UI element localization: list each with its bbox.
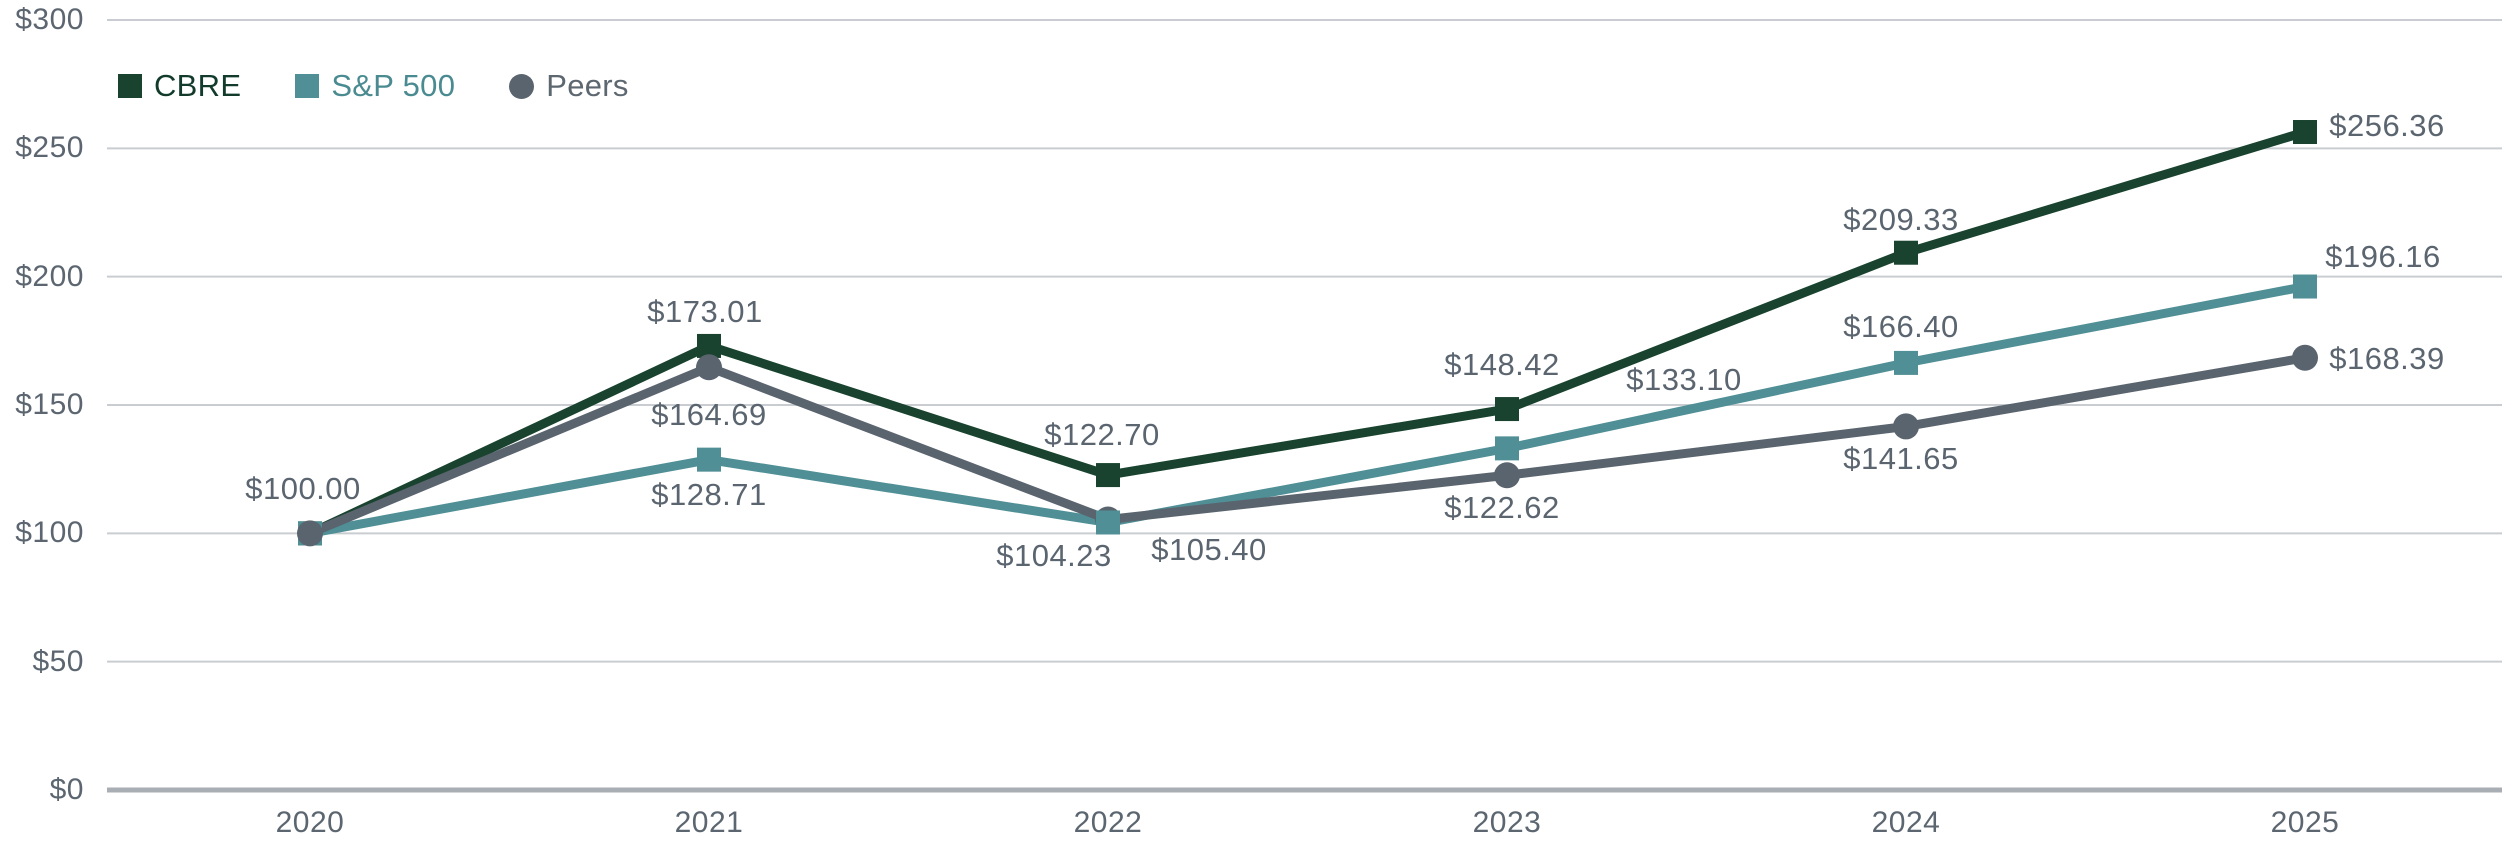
marker-s-p-500-2023 xyxy=(1495,436,1519,461)
value-label-cbre-2023: $148.42 xyxy=(1444,347,1560,383)
x-tick-label: 2025 xyxy=(2270,806,2340,839)
value-label-s-p-500-2021: $128.71 xyxy=(651,476,767,512)
value-label-peers-2022: $105.40 xyxy=(1151,532,1267,568)
legend-label-cbre: CBRE xyxy=(154,68,242,103)
y-tick-label: $150 xyxy=(15,388,84,421)
x-tick-label: 2022 xyxy=(1073,806,1143,839)
legend-item-peers: Peers xyxy=(509,68,628,104)
cbre-square-swatch-icon xyxy=(118,74,142,98)
series-line-s-p-500 xyxy=(309,282,2306,538)
y-tick-label: $300 xyxy=(15,3,84,36)
legend-label-sp500: S&P 500 xyxy=(331,68,456,103)
value-label-peers-2024: $141.65 xyxy=(1843,441,1959,477)
marker-s-p-500-2025 xyxy=(2293,274,2317,299)
value-label-s-p-500-2025: $196.16 xyxy=(2325,238,2441,274)
marker-peers-2025 xyxy=(2292,344,2318,371)
value-label-s-p-500-2023: $133.10 xyxy=(1626,362,1742,398)
sp500-square-swatch-icon xyxy=(295,74,320,98)
marker-peers-2024 xyxy=(1893,413,1919,440)
marker-cbre-2025 xyxy=(2293,120,2317,145)
chart-legend: CBRE S&P 500 Peers xyxy=(118,68,683,104)
value-label-cbre-2020: $100.00 xyxy=(245,471,361,507)
y-tick-label: $200 xyxy=(15,259,84,293)
value-label-cbre-2021: $173.01 xyxy=(647,293,763,329)
marker-peers-2021 xyxy=(696,354,722,381)
y-tick-label: $0 xyxy=(49,773,84,806)
x-tick-label: 2020 xyxy=(275,806,345,839)
value-label-peers-2021: $164.69 xyxy=(651,397,767,433)
series-line-cbre xyxy=(308,127,2307,538)
marker-cbre-2024 xyxy=(1894,240,1918,265)
x-tick-label: 2024 xyxy=(1871,806,1941,839)
value-label-s-p-500-2022: $104.23 xyxy=(996,538,1112,574)
marker-peers-2023 xyxy=(1494,462,1520,489)
value-label-peers-2023: $122.62 xyxy=(1444,490,1560,526)
value-label-peers-2025: $168.39 xyxy=(2329,340,2445,376)
peers-circle-swatch-icon xyxy=(509,73,535,99)
x-tick-label: 2021 xyxy=(674,806,744,839)
legend-item-sp500: S&P 500 xyxy=(295,68,455,104)
value-label-cbre-2025: $256.36 xyxy=(2329,108,2445,143)
x-tick-label: 2023 xyxy=(1472,806,1542,839)
y-tick-label: $100 xyxy=(15,516,84,550)
y-tick-label: $250 xyxy=(15,131,84,165)
value-label-cbre-2024: $209.33 xyxy=(1843,201,1959,237)
series-line-peers xyxy=(308,353,2306,538)
marker-s-p-500-2022 xyxy=(1096,510,1120,535)
marker-peers-2020 xyxy=(297,520,323,547)
marker-cbre-2022 xyxy=(1096,463,1120,488)
legend-item-cbre: CBRE xyxy=(118,68,241,104)
y-tick-label: $50 xyxy=(32,644,84,678)
marker-cbre-2023 xyxy=(1495,397,1519,422)
marker-s-p-500-2021 xyxy=(697,447,721,472)
value-label-cbre-2022: $122.70 xyxy=(1044,417,1160,453)
value-label-s-p-500-2024: $166.40 xyxy=(1843,308,1959,344)
legend-label-peers: Peers xyxy=(546,68,629,103)
marker-s-p-500-2024 xyxy=(1894,350,1918,375)
marker-cbre-2021 xyxy=(697,333,721,358)
